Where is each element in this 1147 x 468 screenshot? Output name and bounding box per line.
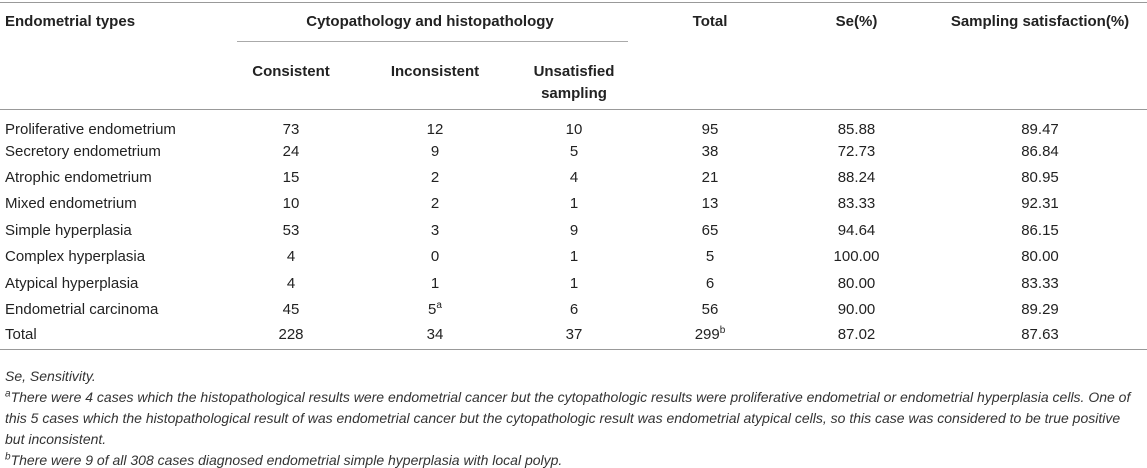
table-row: Total 228 34 37 299b 87.02 87.63 [0,323,1147,350]
table-cell: 21 [701,169,719,187]
table-cell: 80.00 [1021,248,1059,266]
table-cell: Proliferative endometrium [5,121,176,138]
cell-text: 299 [694,325,720,343]
footnote: aThere were 4 cases which the histopatho… [5,387,1140,450]
table-cell: 2 [430,169,440,187]
footnote: Se, Sensitivity. [5,366,1140,387]
table-cell: 45 [282,301,300,319]
header-cell: Endometrial types [5,13,136,30]
table-cell: 83.33 [1021,274,1059,292]
table-cell: 86.15 [1021,221,1059,239]
table-row: Endometrial carcinoma 45 5a 6 56 90.00 89.29 [0,296,1147,322]
footnote-text: There were 4 cases which the histopathol… [5,389,1131,447]
table-cell: 1 [569,195,579,213]
table-cell: 6 [569,301,579,319]
footnote-mark: b [5,451,11,463]
table-cell: 1 [430,274,440,292]
table-cell: 5 [569,142,579,160]
footnote-mark: a [436,300,442,312]
table-body: Proliferative endometrium 73 12 10 95 85.88 89… [0,110,1147,350]
header-cell: Cytopathology and histopathology [306,13,554,30]
footnote-text: There were 9 of all 308 cases diagnosed … [10,452,563,468]
table-cell: Simple hyperplasia [5,221,132,239]
table-cell: Secretory endometrium [5,142,161,160]
footnotes: Se, Sensitivity. aThere were 4 cases whic… [5,366,1140,468]
footnote-mark: b [719,324,726,336]
table-cell: 9 [430,142,440,160]
table-cell: 4 [286,274,296,292]
table-cell: 1 [569,274,579,292]
table-cell: 94.64 [837,221,876,239]
table-cell: Atypical hyperplasia [5,274,139,292]
table-cell: 38 [701,142,719,160]
table-cell: 15 [282,169,300,187]
subheader-cell: Inconsistent [390,63,480,80]
table-cell: 6 [705,274,715,292]
table-cell: 53 [282,221,300,239]
subheader-cell: Unsatisfied sampling [508,51,640,110]
table-cell: 73 [282,121,300,138]
subheader-cell: Consistent [252,63,330,80]
table-cell: 95 [701,121,719,138]
table-cell: 80.95 [1021,169,1059,187]
table-cell: 2 [430,195,440,213]
subheader-text: Unsatisfied sampling [533,63,615,102]
table-cell: 299b [640,323,780,349]
table-cell: Total [5,325,37,343]
table-cell: 228 [278,325,304,343]
cell-text: 5 [428,301,437,319]
table-cell: 80.00 [837,274,876,292]
table-cell: 1 [569,248,579,266]
group-rule [237,41,628,42]
table-cell: 90.00 [837,301,876,319]
table-row: Proliferative endometrium 73 12 10 95 85.88 89… [0,110,1147,138]
table-cell: 34 [426,325,444,343]
table-cell: 65 [701,221,719,239]
table-cell: 13 [701,195,719,213]
table-row: Complex hyperplasia 4 0 1 5 100.00 80.00 [0,244,1147,270]
table-cell: 9 [569,221,579,239]
table-cell: 10 [282,195,300,213]
table-cell: Complex hyperplasia [5,248,146,266]
table-row: Secretory endometrium 24 9 5 38 72.73 86.84 [0,138,1147,164]
table-cell: 83.33 [837,195,876,213]
footnote-mark: a [5,388,11,400]
table-cell: Endometrial carcinoma [5,301,159,319]
table-row: Mixed endometrium 10 2 1 13 83.33 92.31 [0,191,1147,217]
table-cell: 5 [705,248,715,266]
footnote: bThere were 9 of all 308 cases diagnosed… [5,450,1140,468]
table-cell: Mixed endometrium [5,195,137,213]
footnote-text: Se, Sensitivity. [5,368,96,384]
table-cell: 56 [701,301,719,319]
table-cell: 89.47 [1021,121,1059,138]
table-cell: 88.24 [837,169,876,187]
table-cell: 87.63 [1021,325,1059,343]
table-row: Atypical hyperplasia 4 1 1 6 80.00 83.33 [0,270,1147,296]
table-cell: 4 [286,248,296,266]
table-row: Atrophic endometrium 15 2 4 21 88.24 80.95 [0,164,1147,190]
table-cell: 4 [569,169,579,187]
header-cell: Total [692,13,728,30]
data-table: Endometrial types Cytopathology and hist… [0,2,1147,350]
table-cell: 85.88 [837,121,876,138]
header-group: Cytopathology and histopathology [220,3,640,52]
table-cell: 12 [426,121,444,138]
header-cell: Sampling satisfaction(%) [950,13,1130,30]
table-cell: 89.29 [1021,301,1059,319]
table-cell: 72.73 [837,142,876,160]
table-cell: Atrophic endometrium [5,169,152,187]
table-cell: 37 [565,325,583,343]
table-cell: 86.84 [1021,142,1059,160]
table-cell: 5a [362,296,508,322]
table-cell: 10 [565,121,583,138]
header-cell: Se(%) [835,13,878,30]
table-cell: 87.02 [837,325,876,343]
table-row: Simple hyperplasia 53 3 9 65 94.64 86.15 [0,217,1147,243]
table-cell: 100.00 [833,248,880,266]
table-cell: 92.31 [1021,195,1059,213]
table-cell: 3 [430,221,440,239]
table-cell: 0 [430,248,440,266]
table-cell: 24 [282,142,300,160]
